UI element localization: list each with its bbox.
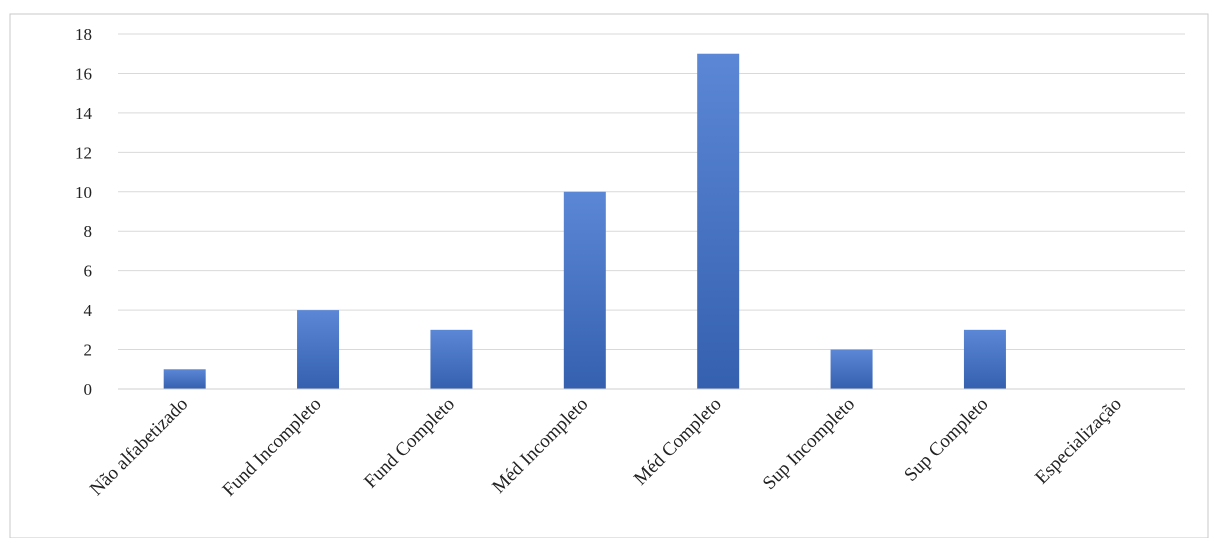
y-tick-label: 6 — [84, 262, 93, 281]
grid-lines — [118, 33, 1185, 390]
bars — [163, 53, 1006, 389]
bar-5 — [830, 349, 873, 389]
bar-6 — [963, 329, 1006, 389]
x-category-label: Especialização — [1031, 394, 1126, 489]
y-tick-label: 2 — [84, 341, 93, 360]
y-tick-label: 10 — [75, 183, 92, 202]
bar-4 — [697, 53, 740, 389]
x-category-label: Méd Incompleto — [488, 394, 592, 498]
x-category-label: Sup Completo — [900, 394, 992, 486]
y-axis: 0 2 4 6 8 10 12 14 16 18 — [75, 25, 93, 399]
bar-2 — [430, 329, 473, 389]
y-tick-label: 8 — [84, 222, 93, 241]
y-tick-label: 16 — [75, 64, 92, 83]
x-category-label: Sup Incompleto — [759, 394, 859, 494]
x-category-label: Fund Incompleto — [219, 394, 326, 501]
y-tick-label: 0 — [84, 380, 93, 399]
x-category-label: Méd Completo — [630, 394, 726, 490]
x-category-label: Fund Completo — [360, 394, 459, 493]
y-tick-label: 18 — [75, 25, 92, 44]
y-tick-label: 14 — [75, 104, 93, 123]
x-axis: Não alfabetizado Fund Incompleto Fund Comp… — [86, 388, 1185, 501]
y-tick-label: 12 — [75, 143, 92, 162]
x-category-label: Não alfabetizado — [86, 394, 192, 500]
chart-frame — [9, 13, 1209, 538]
y-tick-label: 4 — [84, 301, 93, 320]
bar-1 — [297, 310, 340, 389]
bar-0 — [163, 369, 206, 389]
bar-3 — [563, 191, 606, 389]
